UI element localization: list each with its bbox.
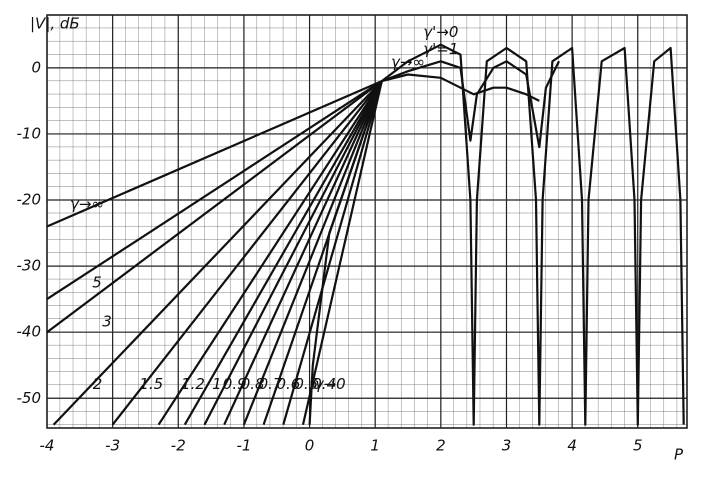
x-tick-label: 4 [567,437,577,455]
curve [223,80,383,426]
y-axis-label: |V|, dБ [30,15,80,33]
curve-label: 2 [93,375,103,393]
curve [203,80,383,426]
curve-label: γ→0 [315,375,346,393]
curve [282,80,383,426]
curve [46,80,383,334]
minor-grid [47,15,687,428]
x-tick-label: 3 [502,437,512,455]
curve-label: 5 [92,274,102,292]
x-tick-label: 2 [436,437,446,455]
x-tick-label: 5 [633,437,643,455]
curve-label: γ→∞ [391,53,425,71]
curve-label: 1 [212,375,222,393]
curve [242,80,383,426]
curve [46,80,383,228]
curve [183,80,383,426]
y-tick-label: -10 [17,124,42,142]
curve-label: 0.4 [312,375,336,393]
y-tick-label: -50 [17,389,42,407]
curve-label: 1.5 [139,375,163,393]
curve-label: γ'→0 [423,23,458,41]
curve [381,73,540,102]
curve-label: γ'=1 [423,40,458,58]
y-tick-label: -30 [17,257,42,275]
curve-label: 3 [102,313,112,331]
y-tick-label: -40 [17,323,42,341]
x-tick-label: -2 [171,437,186,455]
x-axis-label: P [674,446,684,464]
y-tick-label: -20 [17,191,42,209]
x-tick-label: 1 [370,437,380,455]
curve [46,80,383,301]
x-tick-label: -4 [40,437,55,455]
curve [301,80,383,425]
y-tick-label: 0 [31,58,41,76]
curve-label: γ→∞ [70,195,104,213]
curve [381,60,560,149]
curve [111,80,383,426]
curve [52,80,383,426]
x-tick-label: 0 [305,437,315,455]
x-tick-label: -3 [105,437,120,455]
curve [308,80,383,425]
curve [381,43,685,426]
curve-label: 1.2 [181,375,205,393]
x-tick-label: -1 [236,437,251,455]
curve [157,80,383,426]
